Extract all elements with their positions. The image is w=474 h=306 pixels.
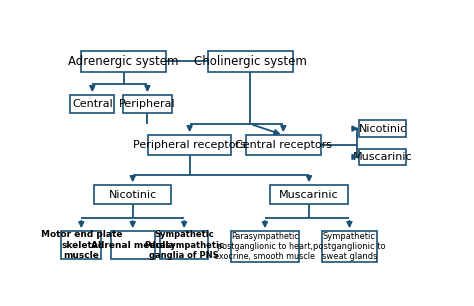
FancyBboxPatch shape <box>70 95 114 113</box>
FancyBboxPatch shape <box>359 149 406 165</box>
Text: Motor end plate
skeletal
muscle: Motor end plate skeletal muscle <box>41 230 122 260</box>
FancyBboxPatch shape <box>94 185 171 204</box>
FancyBboxPatch shape <box>359 120 406 137</box>
FancyBboxPatch shape <box>246 135 321 155</box>
FancyBboxPatch shape <box>271 185 347 204</box>
Text: Nicotinic: Nicotinic <box>358 124 407 134</box>
FancyBboxPatch shape <box>231 231 299 262</box>
Text: Muscarinic: Muscarinic <box>353 152 412 162</box>
FancyBboxPatch shape <box>208 51 292 72</box>
FancyBboxPatch shape <box>148 135 231 155</box>
Text: Sympathetic
Parasympathetic
ganglia of PNS: Sympathetic Parasympathetic ganglia of P… <box>144 230 224 260</box>
Text: Adrenal medulla: Adrenal medulla <box>91 241 174 250</box>
Text: Central: Central <box>72 99 113 109</box>
FancyBboxPatch shape <box>322 231 377 262</box>
Text: Nicotinic: Nicotinic <box>109 190 157 200</box>
FancyBboxPatch shape <box>123 95 172 113</box>
Text: Peripheral: Peripheral <box>119 99 176 109</box>
Text: Sympathetic
postganglionic to
sweat glands: Sympathetic postganglionic to sweat glan… <box>313 232 386 261</box>
Text: Adrenergic system: Adrenergic system <box>68 55 179 68</box>
FancyBboxPatch shape <box>160 231 208 259</box>
Text: Parasympathetic
postganglionic to heart,
exocrine, smooth muscle: Parasympathetic postganglionic to heart,… <box>214 232 316 261</box>
FancyBboxPatch shape <box>110 231 155 259</box>
Text: Muscarinic: Muscarinic <box>279 190 339 200</box>
Text: Peripheral receptors: Peripheral receptors <box>133 140 246 150</box>
Text: Cholinergic system: Cholinergic system <box>194 55 307 68</box>
FancyBboxPatch shape <box>82 51 166 72</box>
Text: Central receptors: Central receptors <box>235 140 332 150</box>
FancyBboxPatch shape <box>61 231 101 259</box>
